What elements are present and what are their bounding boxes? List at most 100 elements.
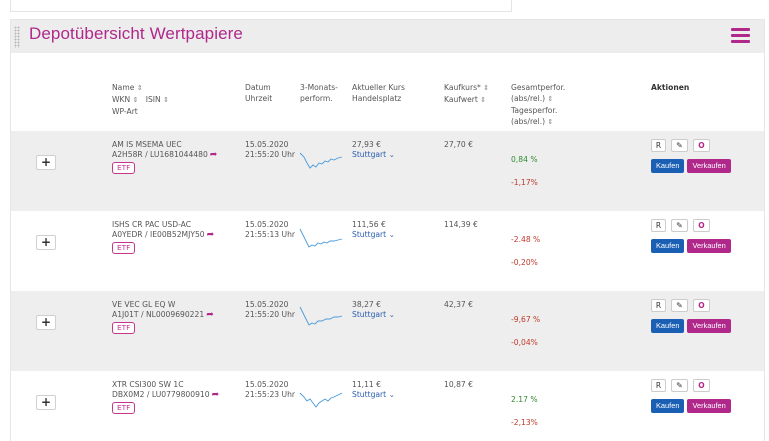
buy-price: 10,87 € bbox=[444, 380, 473, 389]
o-button[interactable]: O bbox=[693, 299, 710, 312]
sort-icon[interactable]: ⇕ bbox=[132, 96, 139, 104]
expand-row-button[interactable]: + bbox=[36, 155, 56, 170]
share-arrow-icon[interactable]: ➦ bbox=[209, 150, 218, 160]
chevron-down-icon: ⌄ bbox=[388, 150, 395, 159]
table-row: + AM IS MSEMA UEC A2H58R / LU1681044480 ➦… bbox=[11, 131, 764, 211]
buy-button[interactable]: Kaufen bbox=[651, 399, 685, 413]
exchange-select[interactable]: Stuttgart ⌄ bbox=[352, 150, 395, 159]
quote-date: 15.05.2020 bbox=[245, 300, 289, 309]
current-price: 38,27 € bbox=[352, 300, 381, 309]
etf-badge[interactable]: ETF bbox=[112, 402, 136, 414]
price-cell: 11,11 € Stuttgart ⌄ bbox=[352, 380, 395, 400]
etf-badge[interactable]: ETF bbox=[112, 242, 136, 254]
buy-price: 114,39 € bbox=[444, 220, 478, 229]
row-actions: R ✎ O Kaufen Verkaufen bbox=[651, 139, 731, 173]
drag-grip-icon[interactable] bbox=[14, 26, 20, 48]
sort-icon[interactable]: ⇕ bbox=[483, 84, 490, 92]
share-arrow-icon[interactable]: ➦ bbox=[206, 230, 215, 240]
r-button[interactable]: R bbox=[651, 219, 666, 232]
security-name-cell: VE VEC GL EQ W A1J01T / NL0009690221 ➦ ET… bbox=[112, 300, 214, 334]
security-name-cell: AM IS MSEMA UEC A2H58R / LU1681044480 ➦ E… bbox=[112, 140, 217, 174]
edit-pencil-icon[interactable]: ✎ bbox=[671, 219, 688, 232]
edit-pencil-icon[interactable]: ✎ bbox=[671, 299, 688, 312]
r-button[interactable]: R bbox=[651, 139, 666, 152]
top-panel-edge bbox=[10, 0, 512, 12]
col-perf[interactable]: Gesamtperfor. (abs/rel.) ⇕ Tagesperfor. … bbox=[511, 83, 566, 126]
buy-price: 27,70 € bbox=[444, 140, 473, 149]
col-date: Datum Uhrzeit bbox=[245, 83, 273, 103]
buy-button[interactable]: Kaufen bbox=[651, 159, 685, 173]
date-cell: 15.05.2020 21:55:13 Uhr bbox=[245, 220, 295, 240]
security-name[interactable]: AM IS MSEMA UEC bbox=[112, 140, 182, 149]
total-performance: 0,84 % bbox=[511, 155, 538, 164]
table-header: Name ⇕ WKN ⇕ ISIN ⇕ WP-Art Datum Uhrzeit … bbox=[11, 82, 764, 152]
security-name[interactable]: ISHS CR PAC USD-AC bbox=[112, 220, 192, 229]
security-name[interactable]: VE VEC GL EQ W bbox=[112, 300, 176, 309]
col-name[interactable]: Name ⇕ WKN ⇕ ISIN ⇕ WP-Art bbox=[112, 83, 169, 116]
chevron-down-icon: ⌄ bbox=[388, 230, 395, 239]
sell-button[interactable]: Verkaufen bbox=[687, 319, 731, 333]
col-buy[interactable]: Kaufkurs* ⇕ Kaufwert ⇕ bbox=[444, 83, 490, 104]
sparkline-3m-chart bbox=[299, 152, 343, 169]
total-performance: -9,67 % bbox=[511, 315, 541, 324]
sort-icon[interactable]: ⇕ bbox=[480, 96, 487, 104]
o-button[interactable]: O bbox=[693, 219, 710, 232]
daily-performance: -2,13% bbox=[511, 418, 538, 427]
hamburger-menu-icon[interactable] bbox=[731, 28, 750, 44]
share-arrow-icon[interactable]: ➦ bbox=[211, 390, 220, 400]
quote-time: 21:55:20 Uhr bbox=[245, 310, 296, 319]
share-arrow-icon[interactable]: ➦ bbox=[206, 310, 214, 320]
security-name[interactable]: XTR CSI300 SW 1C bbox=[112, 380, 184, 389]
r-button[interactable]: R bbox=[651, 299, 666, 312]
security-name-cell: XTR CSI300 SW 1C DBX0M2 / LU0779800910 ➦ … bbox=[112, 380, 219, 414]
exchange-select[interactable]: Stuttgart ⌄ bbox=[352, 310, 395, 319]
chevron-down-icon: ⌄ bbox=[388, 310, 395, 319]
current-price: 11,11 € bbox=[352, 380, 381, 389]
sort-icon[interactable]: ⇕ bbox=[547, 95, 554, 103]
sell-button[interactable]: Verkaufen bbox=[687, 239, 731, 253]
buy-button[interactable]: Kaufen bbox=[651, 319, 685, 333]
o-button[interactable]: O bbox=[693, 139, 710, 152]
security-ids: A1J01T / NL0009690221 bbox=[112, 310, 205, 319]
col-actions: Aktionen bbox=[651, 83, 690, 92]
r-button[interactable]: R bbox=[651, 379, 666, 392]
o-button[interactable]: O bbox=[693, 379, 710, 392]
sparkline-3m-chart bbox=[299, 306, 343, 326]
edit-pencil-icon[interactable]: ✎ bbox=[671, 379, 688, 392]
edit-pencil-icon[interactable]: ✎ bbox=[671, 139, 688, 152]
security-ids: A2H58R / LU1681044480 bbox=[112, 150, 208, 159]
total-performance: -2.48 % bbox=[511, 235, 541, 244]
daily-performance: -1,17% bbox=[511, 178, 538, 187]
sell-button[interactable]: Verkaufen bbox=[687, 159, 731, 173]
sort-icon[interactable]: ⇕ bbox=[547, 118, 554, 126]
sell-button[interactable]: Verkaufen bbox=[687, 399, 731, 413]
price-cell: 111,56 € Stuttgart ⌄ bbox=[352, 220, 395, 240]
col-3m-perf: 3-Monats-perform. bbox=[300, 83, 338, 103]
expand-row-button[interactable]: + bbox=[36, 395, 56, 410]
current-price: 27,93 € bbox=[352, 140, 381, 149]
row-actions: R ✎ O Kaufen Verkaufen bbox=[651, 379, 731, 413]
sort-icon[interactable]: ⇕ bbox=[136, 84, 143, 92]
etf-badge[interactable]: ETF bbox=[112, 322, 136, 334]
price-cell: 38,27 € Stuttgart ⌄ bbox=[352, 300, 395, 320]
current-price: 111,56 € bbox=[352, 220, 386, 229]
row-actions: R ✎ O Kaufen Verkaufen bbox=[651, 219, 731, 253]
date-cell: 15.05.2020 21:55:20 Uhr bbox=[245, 300, 295, 320]
expand-row-button[interactable]: + bbox=[36, 235, 56, 250]
quote-time: 21:55:23 Uhr bbox=[245, 390, 296, 399]
sparkline-3m-chart bbox=[299, 392, 343, 408]
table-row: + VE VEC GL EQ W A1J01T / NL0009690221 ➦ … bbox=[11, 291, 764, 371]
exchange-select[interactable]: Stuttgart ⌄ bbox=[352, 390, 395, 399]
quote-time: 21:55:13 Uhr bbox=[245, 230, 296, 239]
etf-badge[interactable]: ETF bbox=[112, 162, 136, 174]
quote-date: 15.05.2020 bbox=[245, 140, 289, 149]
buy-button[interactable]: Kaufen bbox=[651, 239, 685, 253]
date-cell: 15.05.2020 21:55:23 Uhr bbox=[245, 380, 295, 400]
date-cell: 15.05.2020 21:55:20 Uhr bbox=[245, 140, 295, 160]
table-row: + ISHS CR PAC USD-AC A0YEDR / IE00B52MJY… bbox=[11, 211, 764, 291]
exchange-select[interactable]: Stuttgart ⌄ bbox=[352, 230, 395, 239]
row-actions: R ✎ O Kaufen Verkaufen bbox=[651, 299, 731, 333]
sort-icon[interactable]: ⇕ bbox=[163, 96, 169, 104]
expand-row-button[interactable]: + bbox=[36, 315, 56, 330]
panel-title: Depotübersicht Wertpapiere bbox=[29, 24, 243, 43]
